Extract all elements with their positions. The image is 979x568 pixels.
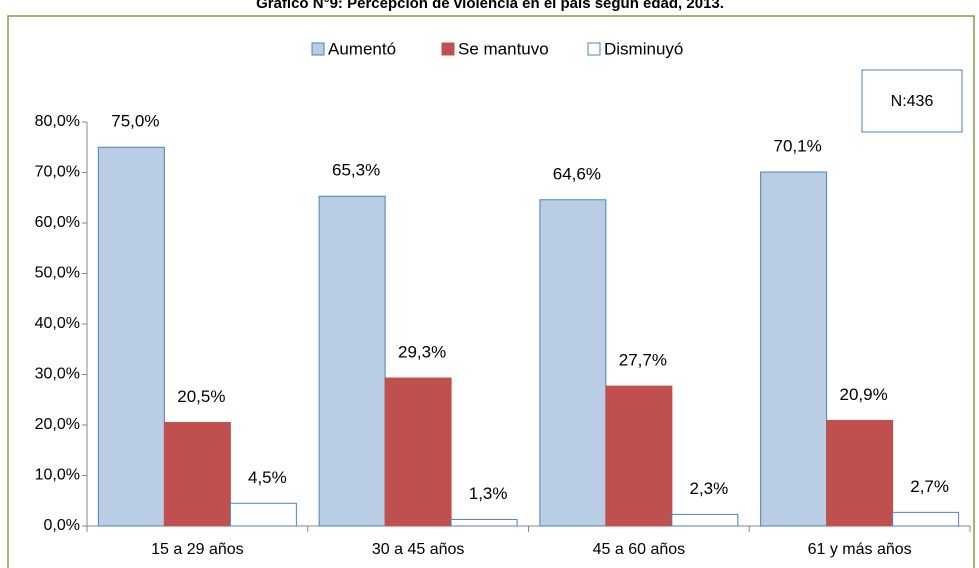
bar bbox=[671, 513, 739, 527]
x-tick-label: 30 a 45 años bbox=[372, 541, 465, 558]
y-tick-label: 50,0% bbox=[35, 265, 80, 282]
y-tick-label: 40,0% bbox=[35, 315, 80, 332]
data-label: 29,3% bbox=[398, 343, 446, 362]
legend-swatch bbox=[441, 42, 455, 56]
data-label: 2,3% bbox=[690, 479, 729, 498]
legend-label: Se mantuvo bbox=[458, 39, 549, 58]
data-label: 75,0% bbox=[111, 112, 159, 131]
bar bbox=[163, 421, 231, 527]
data-label: 64,6% bbox=[553, 164, 601, 183]
data-label: 27,7% bbox=[619, 351, 667, 370]
data-label: 1,3% bbox=[469, 484, 508, 503]
legend-swatch bbox=[587, 42, 601, 56]
y-tick-label: 30,0% bbox=[35, 366, 80, 383]
data-label: 4,5% bbox=[248, 468, 287, 487]
x-tick-label: 15 a 29 años bbox=[151, 541, 244, 558]
bar bbox=[450, 518, 518, 527]
y-tick-label: 10,0% bbox=[35, 467, 80, 484]
bar bbox=[318, 195, 386, 527]
y-tick-label: 60,0% bbox=[35, 214, 80, 231]
bar bbox=[539, 199, 607, 527]
data-label: 2,7% bbox=[910, 477, 949, 496]
bar bbox=[826, 419, 894, 527]
legend-label: Aumentó bbox=[328, 39, 396, 58]
x-tick-label: 45 a 60 años bbox=[593, 541, 686, 558]
data-label: 20,5% bbox=[177, 387, 225, 406]
legend-swatch bbox=[311, 42, 325, 56]
bar bbox=[384, 377, 452, 527]
annotation: N:436 bbox=[891, 93, 934, 110]
data-label: 20,9% bbox=[840, 385, 888, 404]
bar bbox=[605, 385, 673, 527]
bar bbox=[892, 511, 960, 527]
bar bbox=[97, 146, 165, 527]
bar bbox=[229, 502, 297, 527]
legend-label: Disminuyó bbox=[604, 39, 683, 58]
y-tick-label: 20,0% bbox=[35, 416, 80, 433]
y-tick-label: 0,0% bbox=[44, 517, 80, 534]
x-tick-label: 61 y más años bbox=[808, 541, 912, 558]
data-label: 70,1% bbox=[774, 136, 822, 155]
data-label: 65,3% bbox=[332, 161, 380, 180]
y-tick-label: 80,0% bbox=[35, 113, 80, 130]
y-tick-label: 70,0% bbox=[35, 164, 80, 181]
bar bbox=[760, 171, 828, 527]
chart-title: Gráfico N°9: Percepción de violencia en … bbox=[256, 0, 724, 12]
annotation-box bbox=[861, 69, 963, 133]
